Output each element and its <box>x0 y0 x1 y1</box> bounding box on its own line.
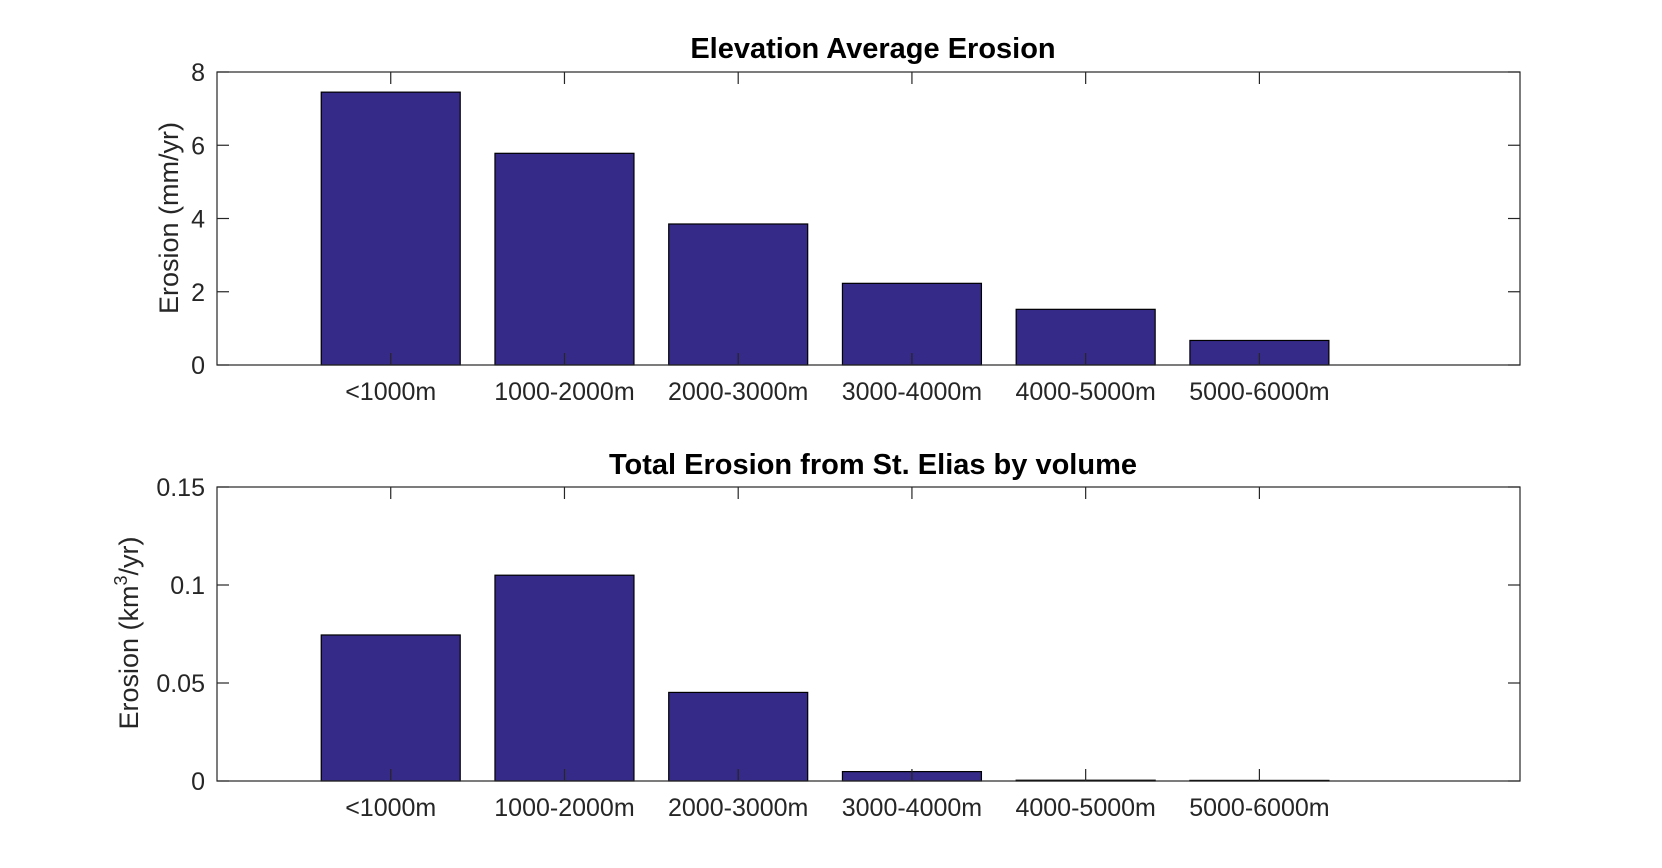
erosion-rate-chart: Elevation Average Erosion Erosion (mm/yr… <box>154 33 1521 406</box>
y-tick-label: 0.1 <box>170 572 205 600</box>
y-tick-label: 4 <box>191 206 205 234</box>
y-axis-label-superscript: 3 <box>111 575 131 585</box>
x-tick-label: 5000-6000m <box>1189 794 1329 822</box>
y-axis-label: Erosion (km3/yr) <box>111 536 144 729</box>
y-axis-label: Erosion (mm/yr) <box>154 122 184 314</box>
x-tick-label: 4000-5000m <box>1015 378 1155 406</box>
plot-area: <1000m 1000-2000m 2000-3000m 3000-4000m 4000… <box>191 59 1521 406</box>
y-axis-label-suffix: /yr) <box>114 536 144 575</box>
y-tick-label: 0 <box>191 352 205 380</box>
bar <box>494 574 635 782</box>
y-axis-label-base: Erosion (km <box>114 585 144 729</box>
chart-title: Total Erosion from St. Elias by volume <box>609 449 1137 481</box>
axes-frame <box>216 486 1521 782</box>
y-tick-label: 0.15 <box>156 474 205 502</box>
x-tick-label: <1000m <box>345 378 436 406</box>
y-tick-label: 2 <box>191 279 205 307</box>
erosion-volume-chart: Total Erosion from St. Elias by volume E… <box>111 449 1521 822</box>
y-tick-label: 0.05 <box>156 670 205 698</box>
x-tick-label: 3000-4000m <box>842 378 982 406</box>
chart-title: Elevation Average Erosion <box>690 33 1055 65</box>
plot-area: <1000m 1000-2000m 2000-3000m 3000-4000m 4000… <box>156 474 1521 822</box>
x-tick-label: 2000-3000m <box>668 794 808 822</box>
x-tick-label: <1000m <box>345 794 436 822</box>
x-tick-label: 1000-2000m <box>494 794 634 822</box>
y-tick-label: 6 <box>191 132 205 160</box>
bar <box>668 223 809 366</box>
x-tick-label: 1000-2000m <box>494 378 634 406</box>
x-tick-label: 5000-6000m <box>1189 378 1329 406</box>
x-tick-label: 2000-3000m <box>668 378 808 406</box>
bar <box>668 691 809 782</box>
y-tick-label: 8 <box>191 59 205 87</box>
y-tick-label: 0 <box>191 768 205 796</box>
bar <box>320 634 461 782</box>
bar <box>494 152 635 366</box>
bar <box>841 282 983 366</box>
x-tick-label: 4000-5000m <box>1015 794 1155 822</box>
x-tick-label: 3000-4000m <box>842 794 982 822</box>
bar <box>320 91 461 366</box>
